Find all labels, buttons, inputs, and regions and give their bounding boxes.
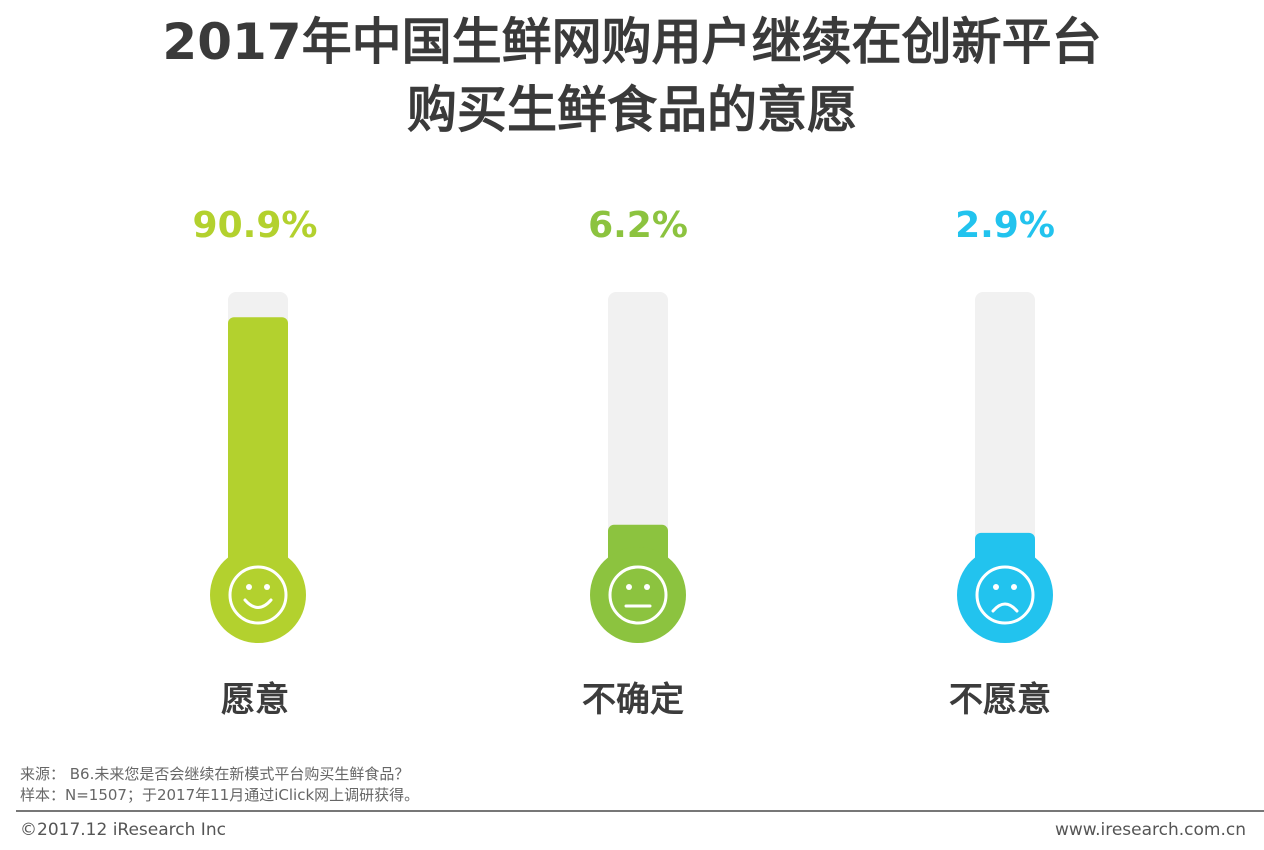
- neutral-face-icon-outline: [608, 565, 668, 625]
- value-label-1: 6.2%: [588, 205, 688, 246]
- smile-face-icon-eye-left: [246, 584, 252, 590]
- sample-note: 样本：N=1507；于2017年11月通过iClick网上调研获得。: [20, 786, 420, 804]
- sad-face-icon-mouth: [991, 602, 1019, 613]
- sad-face-icon-outline: [975, 565, 1035, 625]
- smile-face-icon-outline: [228, 565, 288, 625]
- smile-face-icon-mouth: [243, 598, 273, 609]
- bulb-2: [957, 547, 1053, 643]
- title-line-2: 购买生鲜食品的意愿: [407, 81, 857, 139]
- value-label-0: 90.9%: [192, 205, 318, 246]
- bar-fill-0: [228, 317, 288, 595]
- tube-track-1: [608, 292, 668, 595]
- footer-divider: [16, 810, 1264, 812]
- value-label-2: 2.9%: [955, 205, 1055, 246]
- title-line-1: 2017年中国生鲜网购用户继续在创新平台: [162, 13, 1102, 71]
- category-label-0: 愿意: [221, 680, 289, 720]
- category-label-2: 不愿意: [949, 680, 1051, 720]
- bulb-0: [210, 547, 306, 643]
- category-label-1: 不确定: [582, 680, 684, 720]
- neutral-face-icon-eye-left: [626, 584, 632, 590]
- source-note: 来源： B6.未来您是否会继续在新模式平台购买生鲜食品？: [20, 765, 410, 783]
- neutral-face-icon-eye-right: [644, 584, 650, 590]
- sad-face-icon-eye-left: [993, 584, 999, 590]
- copyright: ©2017.12 iResearch Inc: [20, 820, 226, 840]
- sad-face-icon-eye-right: [1011, 584, 1017, 590]
- smile-face-icon-eye-right: [264, 584, 270, 590]
- website: www.iresearch.com.cn: [1054, 820, 1246, 840]
- bulb-1: [590, 547, 686, 643]
- tube-track-2: [975, 292, 1035, 595]
